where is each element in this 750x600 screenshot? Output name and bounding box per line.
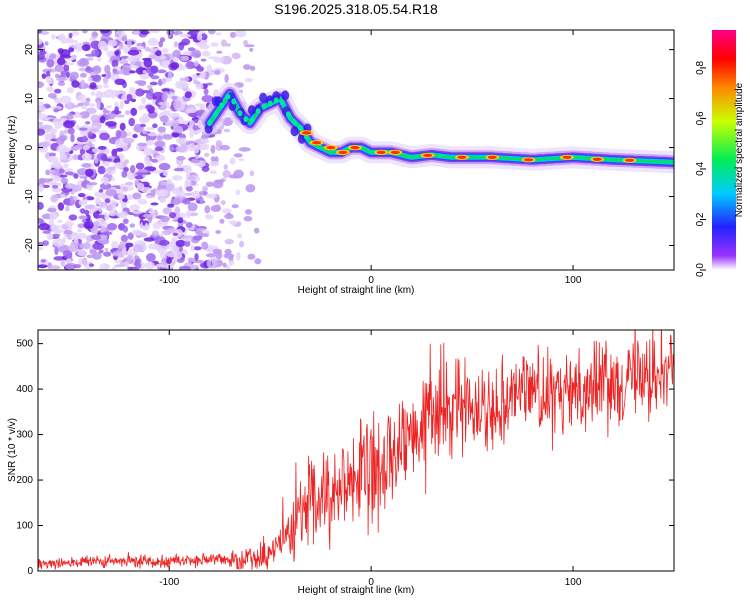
spectrogram-xtick-label: 0 bbox=[368, 275, 374, 286]
snr-ticks: -100 0 100 0 100 200 300 400 500 bbox=[16, 330, 674, 588]
snr-ytick-label: 100 bbox=[16, 521, 33, 532]
snr-series-line bbox=[38, 330, 674, 570]
spectrogram-ylabel: Frequency (Hz) bbox=[7, 116, 18, 185]
colorbar-tick-label: 0.0 bbox=[695, 263, 706, 277]
spectrogram-ytick-label: 20 bbox=[24, 44, 35, 56]
spectrogram-xlabel: Height of straight line (km) bbox=[298, 285, 415, 296]
figure-title: S196.2025.318.05.54.R18 bbox=[274, 1, 438, 17]
spectrogram-ytick-label: 0 bbox=[24, 144, 35, 150]
snr-ytick-label: 500 bbox=[16, 339, 33, 350]
snr-xtick-label: 100 bbox=[565, 577, 582, 588]
snr-xtick-label: 0 bbox=[368, 577, 374, 588]
spectrogram-ytick-label: -10 bbox=[24, 189, 35, 204]
spectrogram-xtick-label: -100 bbox=[159, 275, 179, 286]
snr-ylabel: SNR (10 * v/v) bbox=[7, 418, 18, 482]
colorbar-gradient bbox=[712, 30, 736, 270]
spectrogram-image bbox=[38, 30, 674, 270]
colorbar: 0.0 0.2 0.4 0.6 0.8 Normalized spectral ampl… bbox=[695, 30, 745, 277]
colorbar-tick-label: 0.2 bbox=[695, 212, 706, 226]
snr-ytick-label: 0 bbox=[27, 566, 33, 577]
snr-ytick-label: 300 bbox=[16, 430, 33, 441]
colorbar-tick-label: 0.6 bbox=[695, 111, 706, 125]
colorbar-tick-label: 0.8 bbox=[695, 61, 706, 75]
snr-panel: -100 0 100 0 100 200 300 400 500 Height of strai… bbox=[7, 329, 675, 596]
colorbar-ticks: 0.0 0.2 0.4 0.6 0.8 bbox=[695, 61, 706, 277]
colorbar-label: Normalized spectral amplitude bbox=[734, 82, 745, 217]
snr-xlabel: Height of straight line (km) bbox=[298, 585, 415, 596]
spectrogram-ytick-label: 10 bbox=[24, 93, 35, 105]
snr-ytick-label: 400 bbox=[16, 384, 33, 395]
colorbar-tick-label: 0.4 bbox=[695, 162, 706, 176]
snr-ytick-label: 200 bbox=[16, 475, 33, 486]
spectrogram-ytick-label: -20 bbox=[24, 238, 35, 253]
spectrogram-frame bbox=[37, 29, 675, 271]
spectrogram-xtick-label: 100 bbox=[565, 275, 582, 286]
snr-frame bbox=[37, 329, 675, 572]
snr-xtick-label: -100 bbox=[159, 577, 179, 588]
